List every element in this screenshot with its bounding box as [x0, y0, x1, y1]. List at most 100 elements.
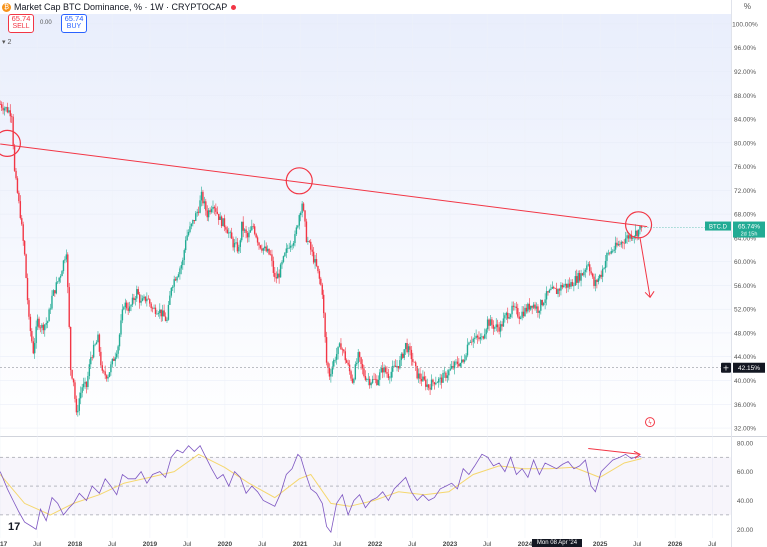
candle-body [3, 108, 6, 111]
y-tick-label-10: 60.00% [734, 259, 756, 266]
candle-body [287, 248, 289, 249]
candle-body [65, 254, 68, 260]
candle-body [222, 218, 224, 227]
candle-body [489, 319, 492, 326]
candle-body [69, 326, 72, 370]
candle-body [491, 319, 493, 325]
candle-body [333, 360, 335, 367]
candle-body [311, 249, 313, 252]
sell-button[interactable]: 65.74 SELL [8, 14, 34, 33]
candle-body [330, 373, 332, 377]
x-tick-label-11: Jul [408, 541, 417, 547]
candle-body [264, 246, 266, 249]
candle-body [138, 294, 141, 303]
candle-body [509, 314, 512, 318]
candle-body [16, 178, 19, 193]
chart-title[interactable]: Market Cap BTC Dominance, % · 1W · CRYPT… [14, 2, 228, 12]
candle-body [276, 273, 279, 279]
market-status-dot [231, 4, 237, 10]
candle-body [409, 346, 411, 350]
candle-body [304, 210, 306, 222]
candle-body [258, 242, 260, 246]
candle-body [161, 310, 164, 317]
candle-body [110, 364, 112, 373]
candle-body [577, 273, 579, 283]
highlight-circle-1 [285, 167, 313, 195]
candle-body [586, 265, 588, 270]
candle-body [251, 226, 253, 231]
candle-body [100, 351, 102, 366]
indicator-count-value: 2 [7, 39, 12, 46]
price-pane-background [0, 14, 731, 436]
candle-body [32, 341, 34, 354]
candle-body [640, 226, 643, 228]
x-tick-label-0: 2017 [0, 541, 8, 547]
candle-body [436, 382, 438, 384]
candle-body [357, 352, 359, 363]
candle-body [144, 296, 147, 302]
crosshair-date-label: Mon 08 Apr '24 [532, 539, 582, 547]
rsi-y-tick-label-1: 60.00 [737, 469, 754, 476]
x-tick-label-4: 2019 [143, 541, 158, 547]
candle-body [314, 259, 316, 263]
candle-body [537, 306, 539, 313]
candle-body [310, 241, 312, 250]
candle-body [82, 383, 85, 388]
candle-body [499, 324, 502, 332]
candle-body [524, 307, 526, 317]
candle-body [471, 341, 473, 343]
candle-body [315, 259, 318, 266]
candle-body [492, 324, 495, 329]
candle-body [475, 335, 477, 339]
candle-body [386, 371, 388, 374]
candle-body [323, 294, 325, 314]
candle-body [130, 304, 132, 307]
candle-body [278, 273, 280, 278]
candle-body [136, 289, 138, 299]
indicator-count[interactable]: ▾ 2 [2, 39, 12, 46]
candle-body [538, 310, 541, 313]
candle-body [18, 192, 20, 202]
alert-icon [645, 417, 655, 428]
candle-body [508, 317, 510, 319]
x-tick-label-16: 2025 [593, 541, 608, 547]
candle-body [256, 237, 259, 243]
candle-body [535, 306, 538, 309]
candle-body [597, 278, 600, 282]
candle-body [616, 242, 618, 246]
buy-button[interactable]: 65.74 BUY [61, 14, 87, 33]
candle-body [298, 215, 300, 226]
candle-body [146, 298, 148, 302]
candle-body [156, 313, 158, 315]
candle-body [568, 283, 571, 287]
candle-body [72, 378, 75, 383]
candle-body [571, 282, 574, 287]
candle-body [429, 387, 431, 390]
candle-body [363, 368, 365, 376]
candle-body [553, 286, 555, 289]
candle-body [544, 299, 546, 304]
candle-body [182, 260, 184, 266]
candle-body [85, 381, 88, 388]
candle-body [207, 210, 210, 218]
x-tick-label-2: 2018 [68, 541, 83, 547]
y-tick-label-12: 52.00% [734, 307, 756, 314]
candle-body [462, 359, 464, 362]
candles [0, 100, 643, 417]
candle-body [427, 384, 430, 388]
candle-body [591, 273, 594, 277]
rsi-pane-background [0, 437, 731, 538]
candle-body [77, 410, 79, 413]
resistance-trendline [0, 143, 648, 228]
candle-body [51, 295, 53, 309]
candle-body [220, 216, 223, 227]
candle-body [26, 277, 29, 301]
candle-body [356, 362, 358, 365]
candle-body [573, 285, 575, 287]
candle-body [42, 324, 45, 331]
candle-body [87, 376, 89, 388]
candle-body [324, 313, 326, 338]
x-gridlines [0, 14, 713, 538]
axis-unit-label[interactable]: % [743, 2, 751, 11]
